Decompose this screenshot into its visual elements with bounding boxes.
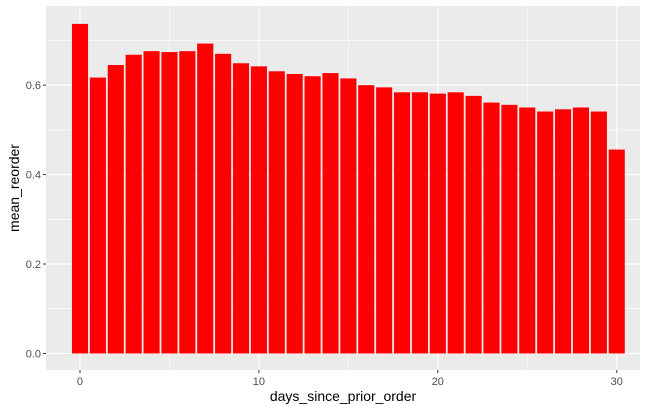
bar: [376, 87, 393, 354]
bar: [555, 109, 572, 354]
bar: [411, 92, 428, 354]
bar: [322, 73, 339, 354]
bar: [358, 85, 375, 354]
x-tick-label: 30: [611, 376, 623, 388]
bar: [304, 76, 321, 354]
bar: [286, 73, 303, 354]
bar: [125, 54, 142, 354]
bar: [143, 51, 160, 354]
x-axis-title: days_since_prior_order: [270, 388, 417, 404]
x-tick-label: 10: [253, 376, 265, 388]
y-axis-title: mean_reorder: [6, 144, 22, 232]
bar: [268, 71, 285, 354]
bar: [447, 92, 464, 354]
bar: [483, 102, 500, 354]
bar: [232, 63, 250, 354]
bar: [537, 111, 554, 354]
x-tick-label: 20: [432, 376, 444, 388]
bar: [71, 23, 89, 354]
bar: [179, 51, 196, 354]
y-tick-label: 0.2: [26, 259, 41, 271]
bar: [89, 77, 106, 354]
bar: [572, 107, 590, 354]
y-tick-label: 0.4: [26, 170, 41, 182]
bar: [107, 65, 124, 354]
x-axis: 0 10 20 30: [77, 370, 623, 388]
bar: [429, 93, 446, 354]
bar: [501, 104, 518, 354]
bar: [393, 92, 411, 354]
bar: [590, 111, 607, 354]
bars: [71, 23, 625, 354]
bar: [215, 53, 232, 354]
bar: [465, 95, 482, 354]
y-tick-label: 0.0: [26, 348, 41, 360]
bar: [161, 52, 178, 354]
bar: [250, 66, 267, 354]
bar: [608, 149, 625, 354]
y-axis: 0.0 0.2 0.4 0.6: [26, 80, 46, 360]
y-tick-label: 0.6: [26, 80, 41, 92]
bar: [197, 43, 214, 354]
bar: [519, 107, 536, 354]
bar: [340, 78, 357, 354]
x-tick-label: 0: [77, 376, 83, 388]
